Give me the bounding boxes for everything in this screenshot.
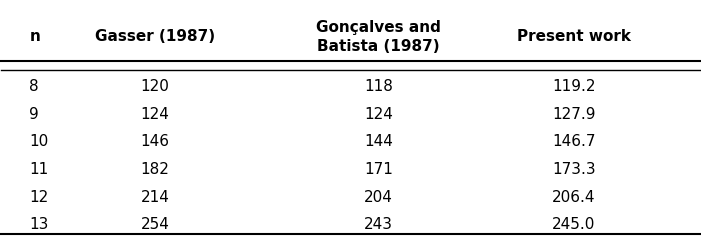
Text: 12: 12: [29, 190, 48, 204]
Text: 243: 243: [364, 217, 393, 232]
Text: 124: 124: [141, 107, 170, 122]
Text: 10: 10: [29, 134, 48, 149]
Text: 204: 204: [364, 190, 393, 204]
Text: 8: 8: [29, 79, 39, 94]
Text: 245.0: 245.0: [552, 217, 596, 232]
Text: 124: 124: [364, 107, 393, 122]
Text: 119.2: 119.2: [552, 79, 596, 94]
Text: 144: 144: [364, 134, 393, 149]
Text: Present work: Present work: [517, 30, 631, 44]
Text: 118: 118: [364, 79, 393, 94]
Text: Gonçalves and
Batista (1987): Gonçalves and Batista (1987): [316, 20, 441, 54]
Text: 120: 120: [141, 79, 170, 94]
Text: 206.4: 206.4: [552, 190, 596, 204]
Text: 173.3: 173.3: [552, 162, 596, 177]
Text: 127.9: 127.9: [552, 107, 596, 122]
Text: 11: 11: [29, 162, 48, 177]
Text: 9: 9: [29, 107, 39, 122]
Text: 146: 146: [140, 134, 170, 149]
Text: 254: 254: [141, 217, 170, 232]
Text: 182: 182: [141, 162, 170, 177]
Text: Gasser (1987): Gasser (1987): [95, 30, 215, 44]
Text: 214: 214: [141, 190, 170, 204]
Text: n: n: [29, 30, 40, 44]
Text: 13: 13: [29, 217, 48, 232]
Text: 171: 171: [364, 162, 393, 177]
Text: 146.7: 146.7: [552, 134, 596, 149]
